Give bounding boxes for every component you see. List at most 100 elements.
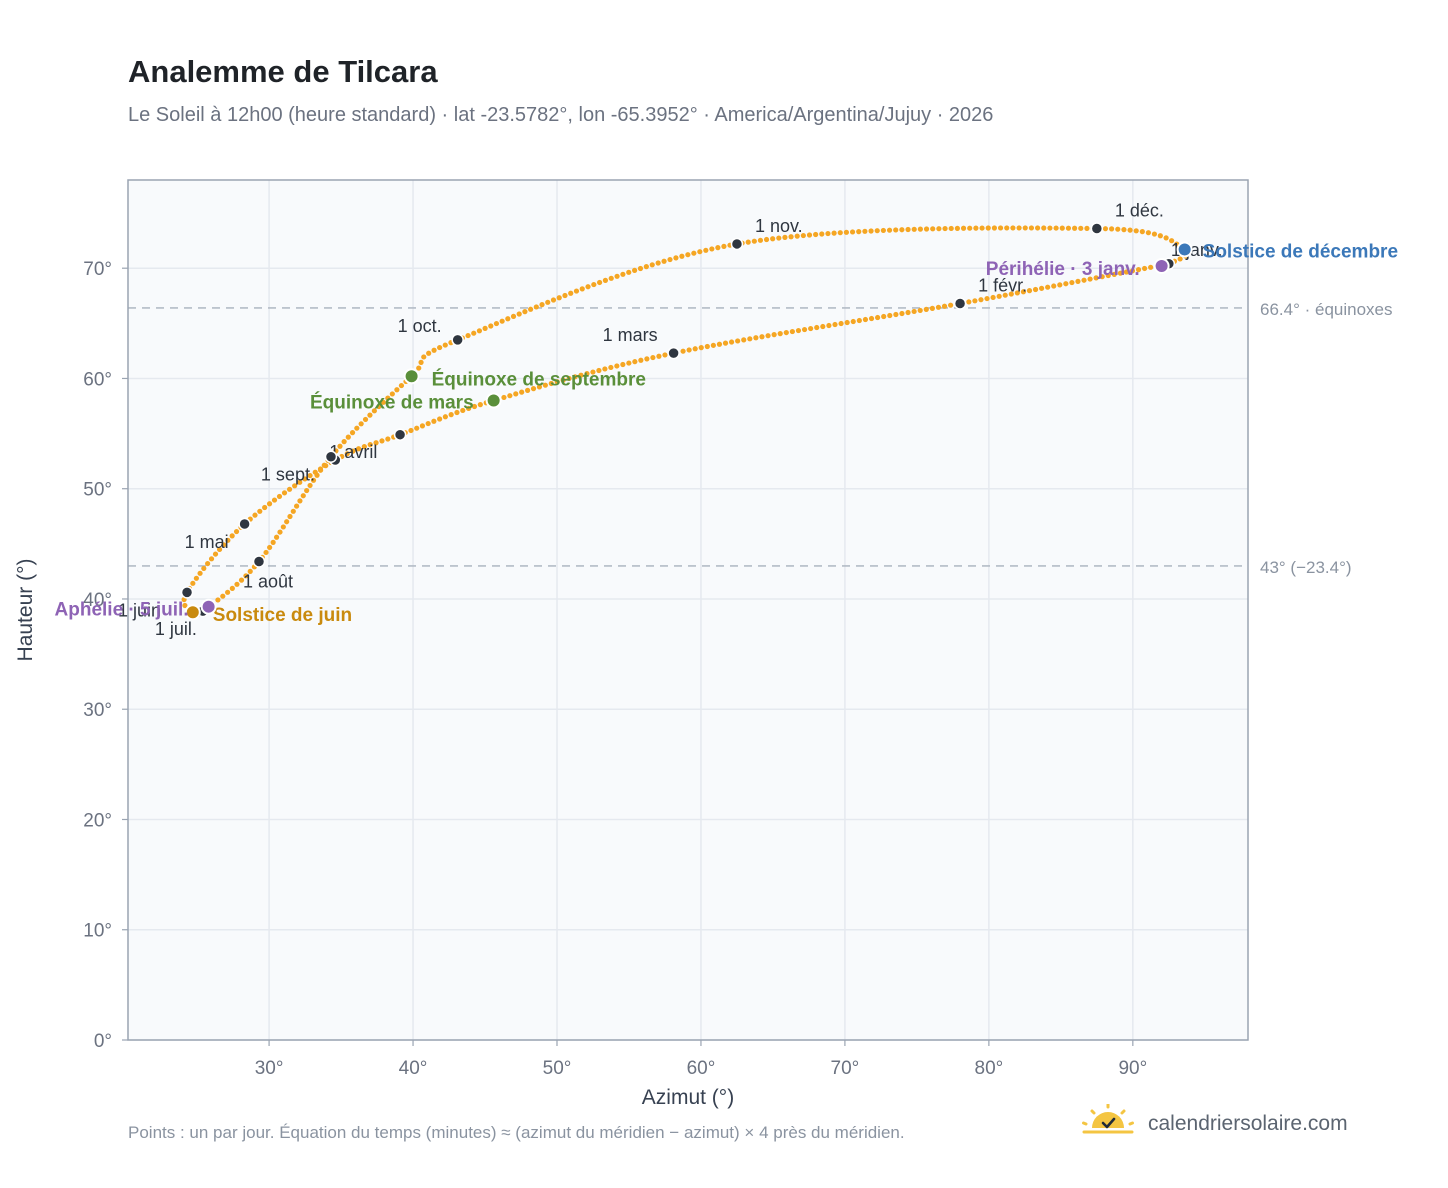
daily-sun-point [911,226,917,232]
daily-sun-point [1057,282,1063,288]
daily-sun-point [948,302,954,308]
daily-sun-point [1084,225,1090,231]
daily-sun-point [488,323,494,329]
daily-sun-point [698,345,704,351]
daily-sun-point [1105,272,1111,279]
daily-sun-point [350,448,356,454]
daily-sun-point [302,476,308,482]
daily-sun-point [273,534,280,540]
daily-sun-point [741,337,747,343]
daily-sun-point [510,313,517,319]
daily-sun-point [1026,288,1033,294]
daily-sun-point [1078,225,1084,231]
brand-name: calendriersolaire.com [1148,1112,1348,1135]
daily-sun-point [442,414,448,420]
daily-sun-point [806,232,813,238]
daily-sun-point [597,279,603,286]
daily-sun-point [229,533,235,539]
daily-sun-point [899,310,905,317]
daily-sun-point [1099,274,1105,280]
daily-sun-point [182,602,188,609]
x-tick-label: 70° [831,1058,860,1079]
y-tick-label: 40° [83,590,112,611]
daily-sun-point [715,245,721,251]
daily-sun-point [284,519,290,525]
daily-sun-point [358,421,364,427]
daily-sun-point [608,275,614,281]
daily-sun-point [418,359,424,365]
daily-sun-point [454,409,460,416]
daily-sun-point [270,539,276,545]
daily-sun-point [771,332,777,338]
month-label-1-nov: 1 nov. [755,216,803,236]
daily-sun-point [747,336,753,342]
daily-sun-point [911,308,917,315]
daily-sun-point [394,387,400,393]
daily-sun-point [281,490,288,496]
daily-sun-point [1059,225,1065,231]
chart-title: Analemme de Tilcara [128,54,438,89]
daily-sun-point [722,340,729,346]
daily-sun-point [795,327,802,334]
daily-sun-point [1177,256,1183,262]
daily-sun-point [881,313,887,320]
daily-sun-point [280,524,286,530]
daily-sun-point [341,439,347,445]
daily-sun-point [620,271,626,277]
daily-sun-point [709,246,715,252]
daily-sun-point [578,372,584,378]
month-marker [451,333,464,347]
daily-sun-point [460,407,466,414]
daily-sun-point [1022,225,1028,231]
month-marker [393,428,407,441]
grid [128,180,1248,1041]
event-label-equinoxe-de-septembre: Équinoxe de septembre [432,368,646,390]
daily-sun-point [893,311,899,318]
daily-sun-point [801,326,808,333]
daily-sun-point [991,225,998,231]
brand[interactable]: calendriersolaire.com [1082,1104,1348,1144]
daily-sun-point [1039,285,1045,291]
daily-sun-point [238,577,245,583]
daily-sun-point [650,354,656,361]
daily-sun-point [310,477,317,483]
daily-sun-point [566,375,572,382]
month-label-1-juil: 1 juil. [155,619,197,639]
x-axis-label: Azimut (°) [642,1086,734,1109]
daily-sun-point [193,575,199,581]
daily-sun-point [524,387,531,393]
daily-sun-point [300,493,306,499]
daily-sun-point [1045,284,1051,290]
daily-sun-point [385,436,391,442]
daily-sun-point [367,442,373,448]
x-tick-label: 30° [255,1058,284,1079]
daily-sun-point [560,377,566,383]
daily-sun-point [545,299,551,305]
month-marker [730,237,744,251]
daily-sun-point [1053,225,1059,231]
month-label-1-avril: 1 avril [329,442,377,462]
daily-sun-point [710,342,716,348]
daily-sun-point [620,361,626,368]
daily-sun-point [585,284,591,290]
daily-sun-point [243,573,249,579]
daily-sun-point [1034,225,1041,231]
event-marker-equinoxe-de-septembre [403,368,420,385]
daily-sun-point [380,399,386,405]
month-label-1-aout: 1 août [243,571,293,591]
daily-sun-point [1169,238,1175,244]
daily-sun-point [837,230,843,236]
daily-sun-point [1004,225,1010,231]
daily-sun-point [936,226,942,232]
daily-sun-point [1010,225,1016,231]
daily-sun-point [568,290,574,296]
daily-sun-point [477,402,483,408]
daily-sun-point [831,230,837,236]
daily-sun-point [1065,225,1072,231]
daily-sun-point [849,229,856,235]
event-marker-solstice-de-juin [184,604,201,621]
x-tick-label: 40° [399,1058,428,1079]
daily-sun-point [997,225,1004,231]
daily-sun-point [208,556,215,562]
daily-sun-point [626,360,632,366]
